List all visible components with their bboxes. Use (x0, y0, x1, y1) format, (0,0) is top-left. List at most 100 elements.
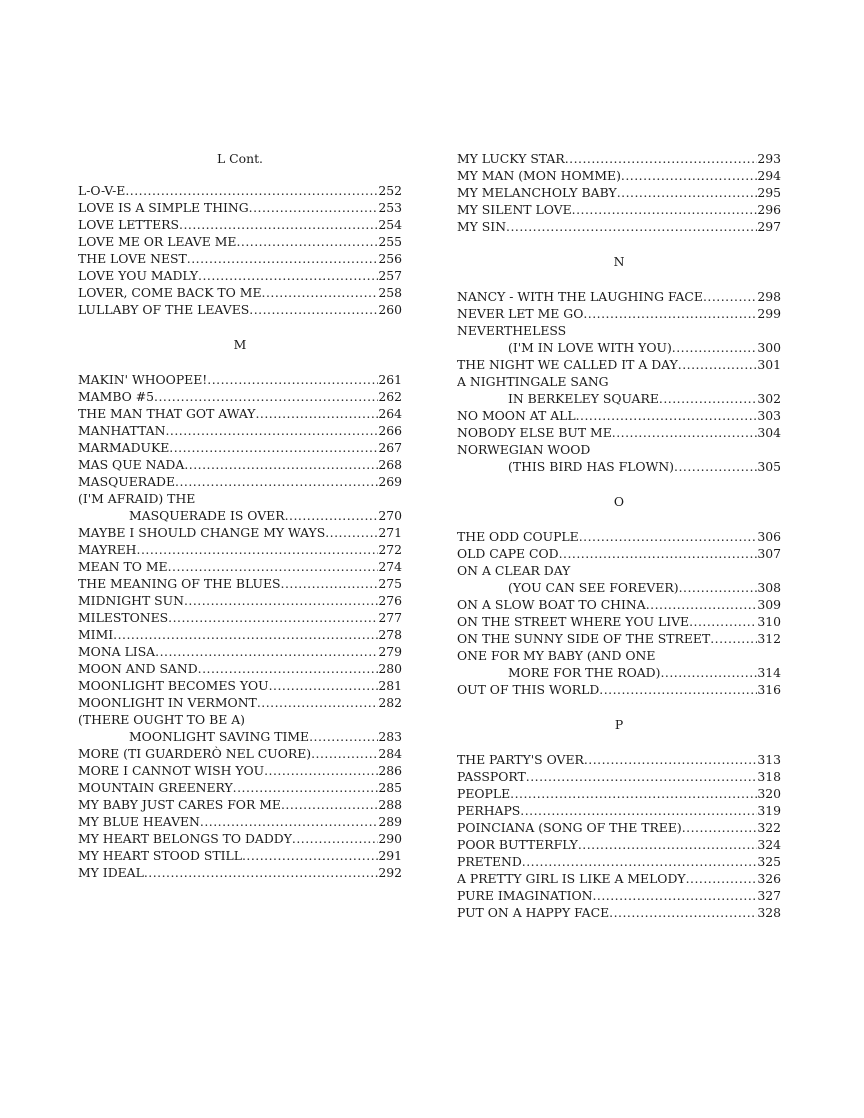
index-entry: PERHAPS 319 (457, 802, 781, 819)
index-entry: L-O-V-E 252 (78, 182, 402, 199)
entry-title: ON THE SUNNY SIDE OF THE STREET (457, 631, 711, 646)
entry-title: IN BERKELEY SQUARE (508, 391, 659, 406)
page-number: 255 (378, 234, 402, 249)
index-entry: MOUNTAIN GREENERY 285 (78, 779, 402, 796)
index-entry: MY MELANCHOLY BABY 295 (457, 184, 781, 201)
index-entry: LOVER, COME BACK TO ME 258 (78, 284, 402, 301)
index-entry: MANHATTAN 266 (78, 422, 402, 439)
dot-leader (572, 201, 758, 218)
page-number: 327 (757, 888, 781, 903)
dot-leader (325, 524, 378, 541)
entry-title: MAKIN' WHOOPEE! (78, 372, 208, 387)
dot-leader (113, 626, 378, 643)
entry-title: MORE FOR THE ROAD) (508, 665, 661, 680)
dot-leader (559, 545, 758, 562)
index-column-right: MY LUCKY STAR293MY MAN (MON HOMME)294MY … (457, 150, 781, 921)
page-number: 280 (378, 661, 402, 676)
index-entry-continuation: IN BERKELEY SQUARE 302 (457, 390, 781, 407)
entry-title: THE MEANING OF THE BLUES (78, 576, 281, 591)
section-heading: O (613, 494, 625, 509)
index-entry: MIDNIGHT SUN 276 (78, 592, 402, 609)
index-entry: MORE I CANNOT WISH YOU 286 (78, 762, 402, 779)
entry-title: MY SILENT LOVE (457, 202, 572, 217)
page-number: 282 (378, 695, 402, 710)
entry-title: MOONLIGHT IN VERMONT (78, 695, 257, 710)
page-number: 303 (757, 408, 781, 423)
page-number: 278 (378, 627, 402, 642)
page-number: 299 (757, 306, 781, 321)
index-entry: ON A SLOW BOAT TO CHINA 309 (457, 596, 781, 613)
page-number: 257 (378, 268, 402, 283)
page-number: 296 (757, 202, 781, 217)
index-entry: MAYBE I SHOULD CHANGE MY WAYS 271 (78, 524, 402, 541)
page-number: 267 (378, 440, 402, 455)
dot-leader (285, 507, 379, 524)
dot-leader (249, 301, 378, 318)
index-entry: MY SILENT LOVE 296 (457, 201, 781, 218)
index-entry: MILESTONES 277 (78, 609, 402, 626)
index-entry: MY HEART BELONGS TO DADDY 290 (78, 830, 402, 847)
dot-leader (292, 830, 378, 847)
dot-leader (578, 836, 758, 853)
entry-title: PEOPLE (457, 786, 511, 801)
dot-leader (584, 751, 757, 768)
entry-title: NO MOON AT ALL (457, 408, 576, 423)
page-number: 270 (378, 508, 402, 523)
dot-leader (249, 199, 379, 216)
page-number: 312 (757, 631, 781, 646)
index-entry: PURE IMAGINATION 327 (457, 887, 781, 904)
index-entry: THE PARTY'S OVER 313 (457, 751, 781, 768)
dot-leader (565, 150, 758, 167)
entry-title: MAYREH (78, 542, 137, 557)
dot-leader (526, 768, 758, 785)
dot-leader (678, 356, 758, 373)
dot-leader (236, 233, 378, 250)
entry-title: PUT ON A HAPPY FACE (457, 905, 610, 920)
page-number: 310 (757, 614, 781, 629)
index-entry: ON THE STREET WHERE YOU LIVE 310 (457, 613, 781, 630)
index-entry-continuation: (YOU CAN SEE FOREVER) 308 (457, 579, 781, 596)
dot-leader (703, 288, 757, 305)
index-entry: MY BABY JUST CARES FOR ME 288 (78, 796, 402, 813)
entry-title: MOONLIGHT SAVING TIME (129, 729, 310, 744)
dot-leader (168, 558, 379, 575)
dot-leader (257, 694, 379, 711)
page-number: 316 (757, 682, 781, 697)
index-entry: LULLABY OF THE LEAVES 260 (78, 301, 402, 318)
entry-title: MASQUERADE IS OVER (129, 508, 285, 523)
dot-leader (612, 424, 758, 441)
page-number: 264 (378, 406, 402, 421)
page-number: 298 (757, 289, 781, 304)
entry-title: THE NIGHT WE CALLED IT A DAY (457, 357, 678, 372)
page-number: 285 (378, 780, 402, 795)
section-heading: L Cont. (216, 151, 263, 166)
index-entry: MY SIN 297 (457, 218, 781, 235)
entry-title: NEVER LET ME GO (457, 306, 584, 321)
entry-title: MY BABY JUST CARES FOR ME (78, 797, 281, 812)
entry-title: MASQUERADE (78, 474, 176, 489)
entry-title: MY SIN (457, 219, 507, 234)
dot-leader (198, 660, 379, 677)
page-number: 308 (757, 580, 781, 595)
entry-title: MONA LISA (78, 644, 156, 659)
page-number: 325 (757, 854, 781, 869)
page-number: 274 (378, 559, 402, 574)
page-number: 313 (757, 752, 781, 767)
index-entry: ON THE SUNNY SIDE OF THE STREET 312 (457, 630, 781, 647)
dot-leader (599, 681, 757, 698)
entry-title: MY LUCKY STAR (457, 151, 565, 166)
index-entry: MY HEART STOOD STILL 291 (78, 847, 402, 864)
dot-leader (264, 762, 378, 779)
dot-leader (583, 305, 757, 322)
entry-title: MORE I CANNOT WISH YOU (78, 763, 265, 778)
index-entry: OLD CAPE COD 307 (457, 545, 781, 562)
entry-title: MORE (TI GUARDERÒ NEL CUORE) (78, 746, 312, 761)
dot-leader (617, 184, 758, 201)
entry-title: POOR BUTTERFLY (457, 837, 578, 852)
page-number: 281 (378, 678, 402, 693)
index-entry: ON A CLEAR DAY (457, 562, 781, 579)
page-number: 309 (757, 597, 781, 612)
entry-title: MAYBE I SHOULD CHANGE MY WAYS (78, 525, 326, 540)
entry-title: MOUNTAIN GREENERY (78, 780, 233, 795)
index-entry: NO MOON AT ALL 303 (457, 407, 781, 424)
